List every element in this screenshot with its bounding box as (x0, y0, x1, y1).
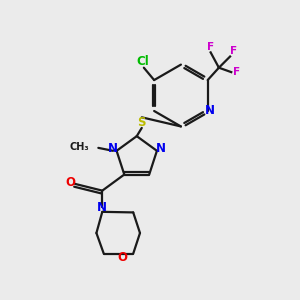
Text: F: F (230, 46, 237, 56)
Text: O: O (117, 251, 127, 264)
Text: F: F (207, 42, 214, 52)
Text: N: N (97, 201, 107, 214)
Text: N: N (108, 142, 118, 155)
Text: F: F (233, 67, 240, 77)
Text: O: O (65, 176, 76, 189)
Text: S: S (137, 116, 146, 129)
Text: CH₃: CH₃ (70, 142, 89, 152)
Text: Cl: Cl (136, 55, 149, 68)
Text: N: N (155, 142, 165, 155)
Text: N: N (205, 104, 215, 118)
